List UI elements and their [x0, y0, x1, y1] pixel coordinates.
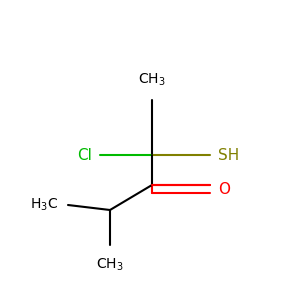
Text: Cl: Cl [77, 148, 92, 163]
Text: O: O [218, 182, 230, 196]
Text: SH: SH [218, 148, 239, 163]
Text: CH$_3$: CH$_3$ [96, 257, 124, 273]
Text: H$_3$C: H$_3$C [30, 197, 58, 213]
Text: CH$_3$: CH$_3$ [138, 72, 166, 88]
